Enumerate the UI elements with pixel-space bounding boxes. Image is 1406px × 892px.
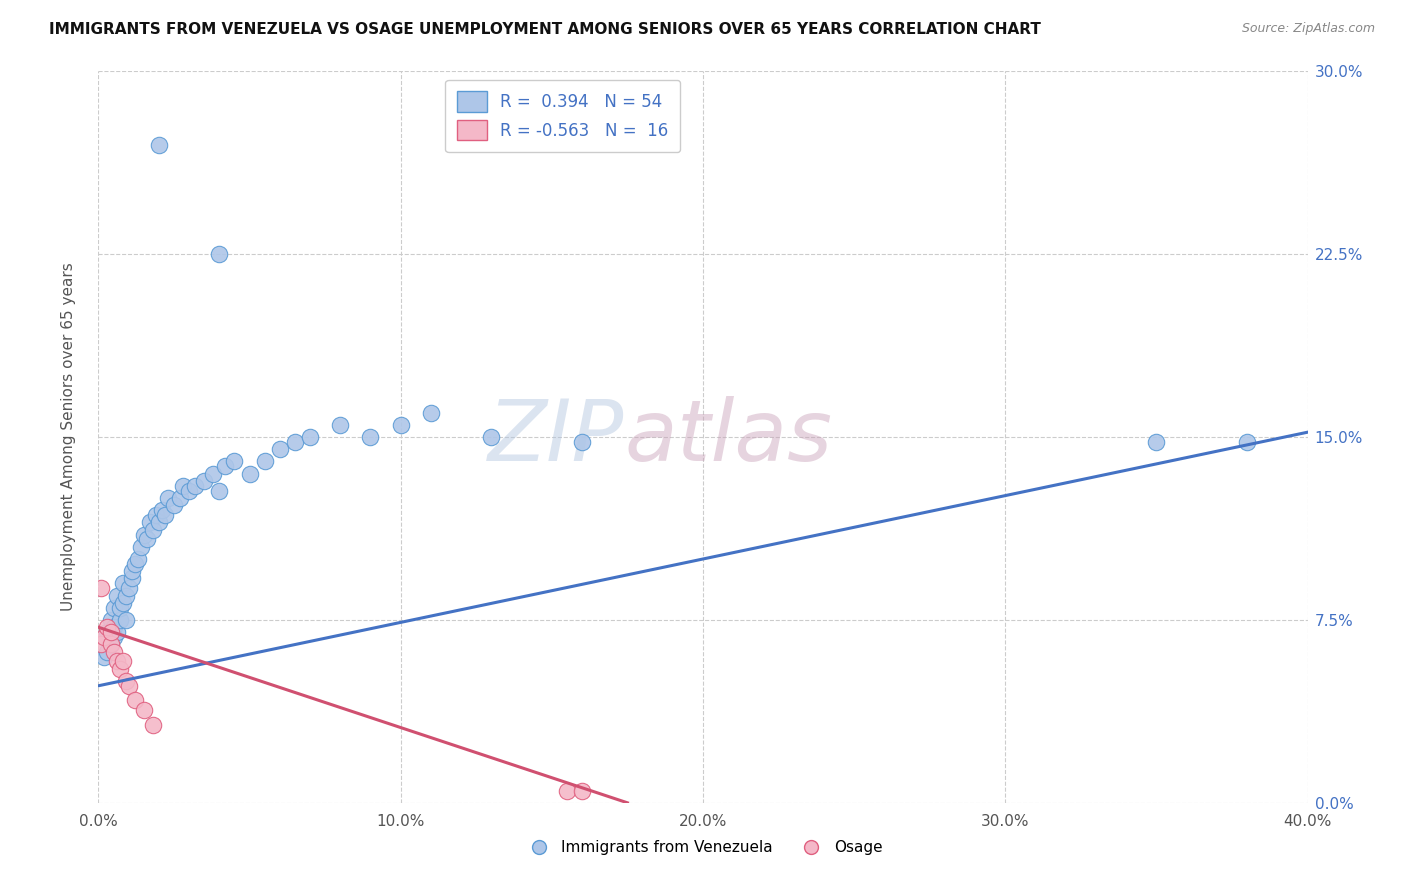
Point xyxy=(172,479,194,493)
Text: ZIP: ZIP xyxy=(488,395,624,479)
Point xyxy=(93,649,115,664)
Point xyxy=(150,503,173,517)
Point xyxy=(142,718,165,732)
Point xyxy=(555,783,578,797)
Point xyxy=(114,673,136,688)
Point xyxy=(103,645,125,659)
Text: Source: ZipAtlas.com: Source: ZipAtlas.com xyxy=(1241,22,1375,36)
Text: atlas: atlas xyxy=(624,395,832,479)
Point xyxy=(108,613,131,627)
Point xyxy=(163,499,186,513)
Point xyxy=(105,589,128,603)
Point xyxy=(124,557,146,571)
Point xyxy=(299,430,322,444)
Point xyxy=(193,474,215,488)
Point xyxy=(571,434,593,449)
Point xyxy=(389,417,412,432)
Point xyxy=(208,247,231,261)
Point xyxy=(114,613,136,627)
Point xyxy=(148,137,170,152)
Point xyxy=(103,600,125,615)
Point xyxy=(127,552,149,566)
Point xyxy=(269,442,291,457)
Point xyxy=(103,620,125,634)
Point xyxy=(114,589,136,603)
Point xyxy=(121,572,143,586)
Point xyxy=(156,491,179,505)
Point xyxy=(360,430,382,444)
Y-axis label: Unemployment Among Seniors over 65 years: Unemployment Among Seniors over 65 years xyxy=(62,263,76,611)
Point xyxy=(105,654,128,668)
Point xyxy=(129,540,152,554)
Point xyxy=(142,523,165,537)
Point xyxy=(148,516,170,530)
Point xyxy=(96,645,118,659)
Point xyxy=(103,630,125,644)
Point xyxy=(202,467,225,481)
Point xyxy=(118,581,141,595)
Point xyxy=(179,483,201,498)
Point xyxy=(108,662,131,676)
Point xyxy=(90,637,112,651)
Point xyxy=(239,467,262,481)
Point xyxy=(124,693,146,707)
Point xyxy=(96,625,118,640)
Point xyxy=(100,613,122,627)
Point xyxy=(111,596,134,610)
Point xyxy=(108,600,131,615)
Point xyxy=(184,479,207,493)
Point xyxy=(93,630,115,644)
Legend: Immigrants from Venezuela, Osage: Immigrants from Venezuela, Osage xyxy=(517,834,889,861)
Point xyxy=(121,564,143,578)
Point xyxy=(111,576,134,591)
Point xyxy=(132,527,155,541)
Point xyxy=(420,406,443,420)
Point xyxy=(100,637,122,651)
Point xyxy=(111,654,134,668)
Point xyxy=(214,459,236,474)
Point xyxy=(118,679,141,693)
Point xyxy=(96,620,118,634)
Point xyxy=(105,625,128,640)
Point xyxy=(224,454,246,468)
Point xyxy=(329,417,352,432)
Text: IMMIGRANTS FROM VENEZUELA VS OSAGE UNEMPLOYMENT AMONG SENIORS OVER 65 YEARS CORR: IMMIGRANTS FROM VENEZUELA VS OSAGE UNEMP… xyxy=(49,22,1040,37)
Point xyxy=(132,703,155,717)
Point xyxy=(100,637,122,651)
Point xyxy=(208,483,231,498)
Point xyxy=(1236,434,1258,449)
Point xyxy=(169,491,191,505)
Point xyxy=(90,581,112,595)
Point xyxy=(153,508,176,522)
Point xyxy=(284,434,307,449)
Point xyxy=(253,454,276,468)
Point xyxy=(139,516,162,530)
Point xyxy=(1144,434,1167,449)
Point xyxy=(135,533,157,547)
Point xyxy=(100,625,122,640)
Point xyxy=(145,508,167,522)
Point xyxy=(571,783,593,797)
Point xyxy=(481,430,503,444)
